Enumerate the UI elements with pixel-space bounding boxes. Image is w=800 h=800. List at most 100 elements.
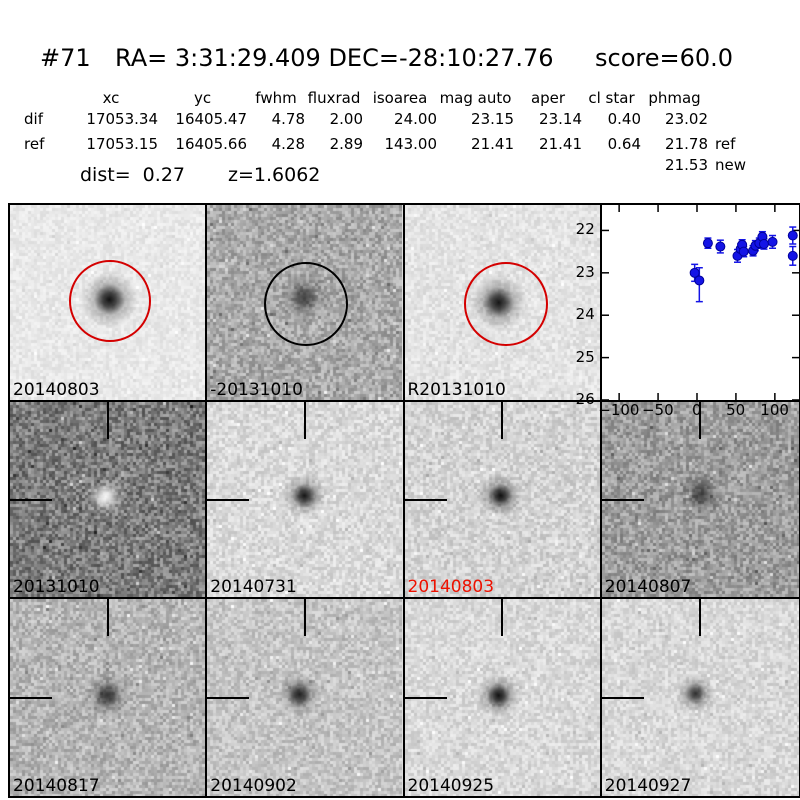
extra-empty-cell <box>437 156 514 175</box>
cell-dif-yc: 16405.47 <box>175 110 247 128</box>
cell-dif-fwhm: 4.78 <box>271 110 305 128</box>
redshift-value: z=1.6062 <box>228 164 321 186</box>
row-suffix-ref: ref <box>715 135 736 153</box>
col-header-cl-star: cl star <box>588 89 635 107</box>
cell-dif-xc: 17053.34 <box>86 110 158 128</box>
crosshair-tick-top <box>501 599 504 636</box>
crosshair-tick-left <box>207 498 250 501</box>
table-corner-spacer <box>24 89 64 108</box>
crosshair-tick-left <box>10 498 52 501</box>
y-tick-label: 26 <box>575 390 595 408</box>
x-tick-label: 0 <box>691 401 702 419</box>
cell-dif-phmag: 23.02 <box>665 110 708 128</box>
cell-ref-aper: 21.41 <box>539 135 582 153</box>
extra-phmag-value: 21.53 <box>665 156 708 174</box>
x-tick-label: 100 <box>760 401 789 419</box>
extra-empty-cell <box>582 156 641 175</box>
x-tick-label: −50 <box>641 401 674 419</box>
crosshair-tick-left <box>601 696 644 699</box>
cutout-ref-R20131010: R20131010 <box>404 205 602 402</box>
extra-empty-cell <box>363 156 437 175</box>
candidate-id: #71 <box>40 44 91 72</box>
cutout-date-label: 20140807 <box>604 577 692 597</box>
crosshair-tick-left <box>10 696 52 699</box>
cutout-date-label: 20140902 <box>210 776 297 796</box>
dist-value: dist= 0.27 <box>80 164 185 186</box>
y-tick-label: 24 <box>575 305 595 324</box>
lightcurve-svg <box>601 205 799 400</box>
col-header-yc: yc <box>193 89 212 107</box>
extra-empty-cell <box>514 156 582 175</box>
aperture-circle <box>69 259 152 342</box>
y-tick-label: 25 <box>575 347 595 366</box>
crosshair-tick-top <box>501 402 504 439</box>
cutout-20140807: 20140807 <box>601 402 799 599</box>
col-header-fluxrad: fluxrad <box>307 89 361 107</box>
cutout-date-label: 20140925 <box>407 776 495 796</box>
cutout-date-label: 20140817 <box>13 776 100 796</box>
crosshair-tick-top <box>303 599 306 636</box>
y-tick-label: 23 <box>575 262 595 281</box>
table-row-dif: dif 17053.34 16405.47 4.78 2.00 24.00 23.15 23.… <box>24 110 708 129</box>
crosshair-tick-left <box>601 498 644 501</box>
cell-dif-aper: 23.14 <box>539 110 582 128</box>
col-header-xc: xc <box>102 89 120 107</box>
candidate-score: score=60.0 <box>595 44 734 72</box>
cell-ref-fwhm: 4.28 <box>271 135 305 153</box>
crosshair-tick-top <box>699 599 702 636</box>
cell-ref-isoarea: 143.00 <box>384 135 438 153</box>
col-header-fwhm: fwhm <box>255 89 297 107</box>
crosshair-tick-top <box>106 599 109 636</box>
col-header-phmag: phmag <box>648 89 701 107</box>
table-extra-phmag-row: 21.53 new <box>24 156 746 175</box>
cutout-date-label: 20140803 <box>13 380 100 400</box>
aperture-circle <box>464 262 549 347</box>
cutout-date-label: -20131010 <box>210 380 303 400</box>
table-header-row: xc yc fwhm fluxrad isoarea mag auto aper cl sta… <box>24 89 708 108</box>
cell-ref-fluxrad: 2.89 <box>329 135 363 153</box>
cell-ref-yc: 16405.66 <box>175 135 247 153</box>
col-header-aper: aper <box>530 89 566 107</box>
cutout-20140817: 20140817 <box>10 599 208 796</box>
row-label-ref: ref <box>24 135 45 153</box>
cutout-date-label: 20140803 <box>407 577 495 597</box>
crosshair-tick-left <box>207 696 250 699</box>
lightcurve-plot: 22 23 24 25 26 −100 −50 0 50 100 <box>576 205 799 419</box>
candidate-coordinates: RA= 3:31:29.409 DEC=-28:10:27.76 <box>115 44 554 72</box>
cutout-20140731: 20140731 <box>207 402 405 599</box>
x-tick-label: 50 <box>726 401 746 419</box>
cutout-grid: 20140803 -20131010 R20131010 22 23 24 25 26 −100… <box>8 203 800 798</box>
extra-spacer <box>24 156 64 175</box>
cutout-20140927: 20140927 <box>601 599 799 796</box>
cutout-20140902: 20140902 <box>207 599 405 796</box>
table-row-ref: ref 17053.15 16405.66 4.28 2.89 143.00 21.41 21… <box>24 135 735 154</box>
crosshair-tick-left <box>404 696 447 699</box>
row-label-dif: dif <box>24 110 43 128</box>
cell-ref-cl-star: 0.64 <box>607 135 641 153</box>
cell-ref-mag-auto: 21.41 <box>471 135 514 153</box>
extra-phmag-suffix: new <box>715 156 747 174</box>
cell-dif-isoarea: 24.00 <box>394 110 437 128</box>
cutout-20140925: 20140925 <box>404 599 602 796</box>
aperture-circle <box>264 261 349 346</box>
cell-dif-cl-star: 0.40 <box>607 110 641 128</box>
crosshair-tick-top <box>699 402 702 439</box>
cutout-date-label: 20140927 <box>604 776 692 796</box>
cell-ref-xc: 17053.15 <box>86 135 158 153</box>
cell-dif-mag-auto: 23.15 <box>471 110 514 128</box>
crosshair-tick-top <box>106 402 109 439</box>
crosshair-tick-left <box>404 498 447 501</box>
cutout-date-label: R20131010 <box>407 380 506 400</box>
cutout-date-label: 20131010 <box>13 577 100 597</box>
crosshair-tick-top <box>303 402 306 439</box>
cell-dif-fluxrad: 2.00 <box>329 110 363 128</box>
col-header-isoarea: isoarea <box>372 89 428 107</box>
cutout-neg-20131010: -20131010 <box>207 205 405 402</box>
col-header-mag-auto: mag auto <box>439 89 512 107</box>
cutout-20140803-current: 20140803 <box>404 402 602 599</box>
x-tick-label: −100 <box>598 401 640 419</box>
cutout-date-label: 20140731 <box>210 577 297 597</box>
cutout-20131010: 20131010 <box>10 402 208 599</box>
cutout-dif-20140803: 20140803 <box>10 205 208 402</box>
